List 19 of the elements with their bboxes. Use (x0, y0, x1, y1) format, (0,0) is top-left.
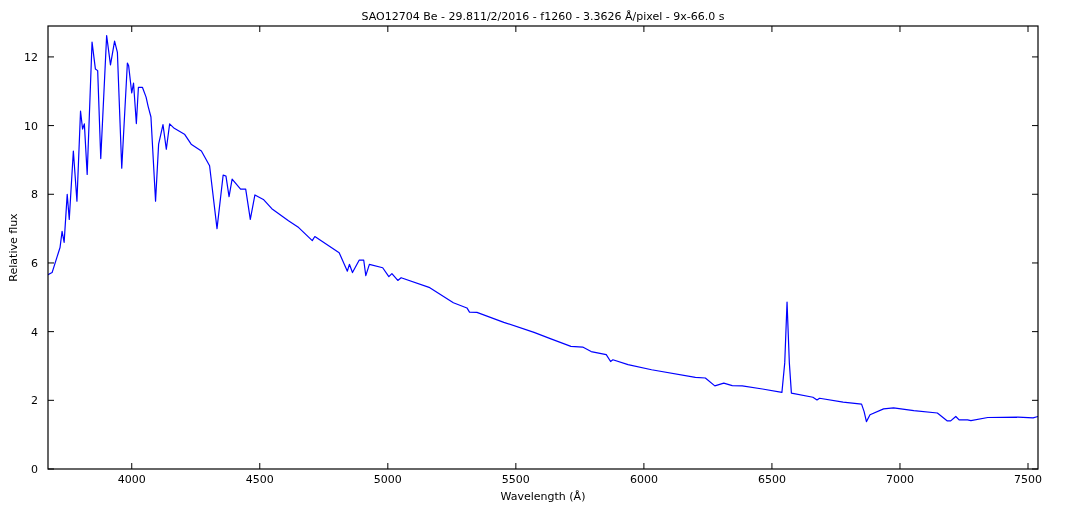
x-tick-label: 6000 (629, 473, 658, 486)
y-tick-label: 10 (24, 119, 38, 133)
y-axis-title: Relative flux (7, 212, 20, 282)
x-tick-label: 7000 (885, 473, 914, 486)
x-tick-label: 6500 (757, 473, 786, 486)
x-tick-label: 5500 (501, 473, 530, 486)
y-tick-label: 6 (31, 256, 38, 270)
chart-title: SAO12704 Be - 29.811/2/2016 - f1260 - 3.3626 Å/pixel - 9x-66.0 s (361, 10, 725, 23)
y-tick-label: 0 (31, 463, 38, 476)
x-tick-label: 4000 (117, 473, 146, 486)
x-tick-label: 7500 (1014, 473, 1043, 486)
y-tick-label: 12 (24, 50, 38, 64)
y-tick-label: 4 (31, 325, 38, 339)
x-axis-title: Wavelength (Å) (500, 490, 586, 503)
x-tick-label: 5000 (373, 473, 402, 486)
x-tick-label: 4500 (245, 473, 274, 486)
y-tick-label: 8 (31, 188, 38, 202)
y-tick-label: 2 (31, 394, 38, 408)
line-series (48, 35, 1038, 423)
